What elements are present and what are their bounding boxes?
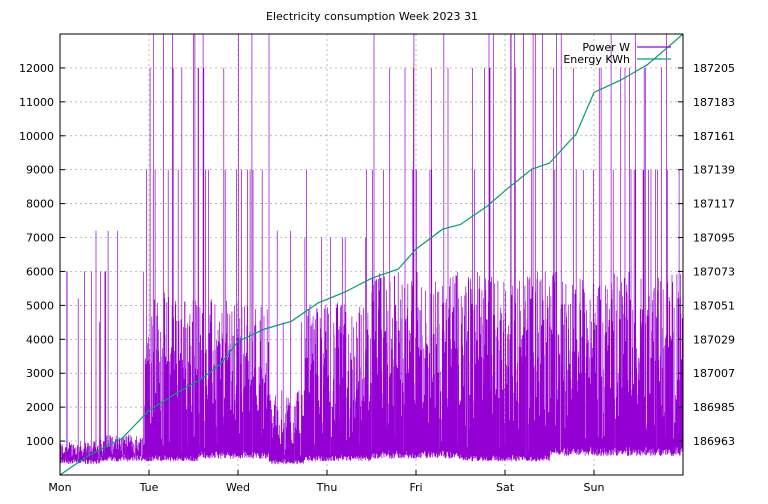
legend-label: Energy KWh bbox=[563, 53, 630, 66]
plot-frame bbox=[59, 33, 684, 476]
x-tick-label: Sat bbox=[496, 481, 515, 494]
y-tick-label-right: 187073 bbox=[693, 265, 735, 278]
y-tick-label-right: 187205 bbox=[693, 62, 735, 75]
y-tick-label-left: 2000 bbox=[26, 401, 54, 414]
y-tick-label-right: 187183 bbox=[693, 96, 735, 109]
y-tick-label-right: 187007 bbox=[693, 367, 735, 380]
y-tick-label-left: 12000 bbox=[19, 62, 54, 75]
y-tick-label-left: 4000 bbox=[26, 333, 54, 346]
y-tick-label-left: 8000 bbox=[26, 198, 54, 211]
y-tick-label-left: 3000 bbox=[26, 367, 54, 380]
y-tick-label-right: 187051 bbox=[693, 299, 735, 312]
y-tick-label-left: 7000 bbox=[26, 232, 54, 245]
x-tick-label: Mon bbox=[48, 481, 71, 494]
y-tick-label-left: 1000 bbox=[26, 435, 54, 448]
y-tick-label-left: 9000 bbox=[26, 164, 54, 177]
axes: 1000 186963 2000 186985 3000 187007 4000 187029… bbox=[19, 62, 735, 494]
legend-label: Power W bbox=[582, 41, 630, 54]
chart-title: Electricity consumption Week 2023 31 bbox=[266, 10, 478, 23]
y-tick-label-left: 11000 bbox=[19, 96, 54, 109]
x-tick-label: Wed bbox=[226, 481, 250, 494]
y-tick-label-right: 187029 bbox=[693, 333, 735, 346]
y-tick-label-left: 10000 bbox=[19, 130, 54, 143]
power-series bbox=[59, 34, 684, 465]
x-tick-label: Fri bbox=[409, 481, 422, 494]
y-tick-label-right: 187117 bbox=[693, 198, 735, 211]
y-tick-label-right: 186985 bbox=[693, 401, 735, 414]
y-tick-label-left: 5000 bbox=[26, 299, 54, 312]
y-tick-label-right: 186963 bbox=[693, 435, 735, 448]
y-tick-label-right: 187139 bbox=[693, 164, 735, 177]
y-tick-label-right: 187095 bbox=[693, 232, 735, 245]
y-tick-label-right: 187161 bbox=[693, 130, 735, 143]
energy-line bbox=[59, 33, 684, 476]
x-tick-label: Sun bbox=[584, 481, 605, 494]
y-tick-label-left: 6000 bbox=[26, 265, 54, 278]
x-tick-label: Thu bbox=[316, 481, 338, 494]
energy-series bbox=[59, 33, 684, 476]
power-line bbox=[59, 34, 684, 465]
x-tick-label: Tue bbox=[139, 481, 159, 494]
